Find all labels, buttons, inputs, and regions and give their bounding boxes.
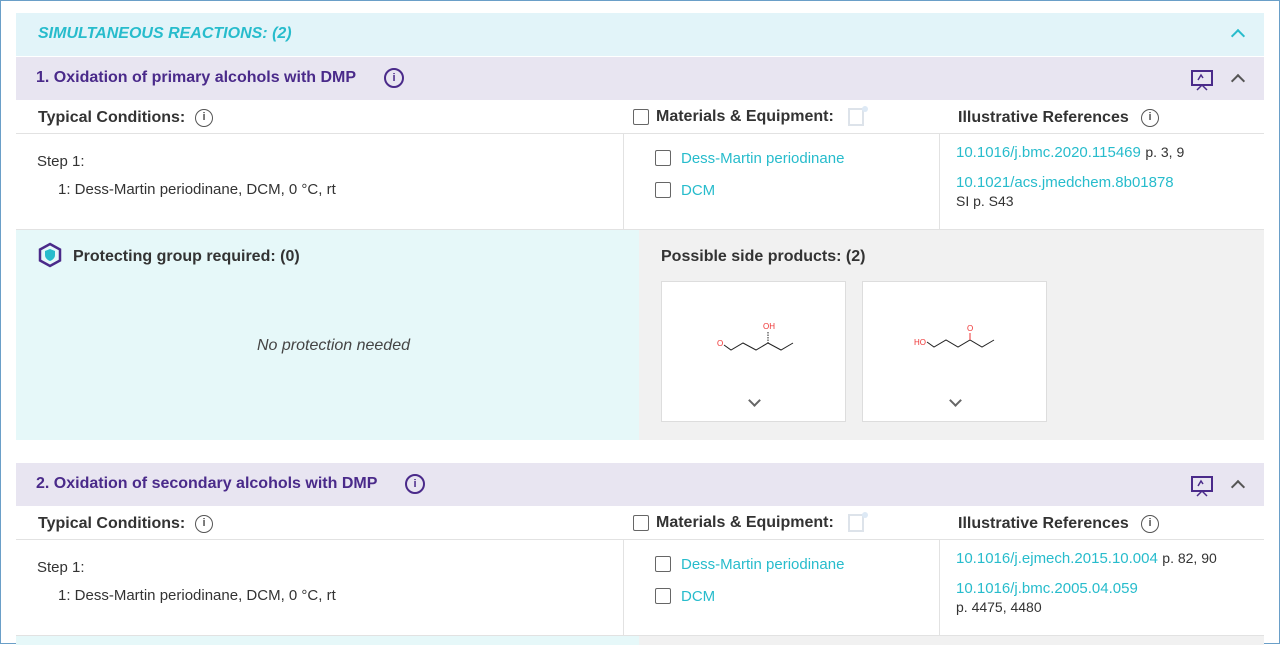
- svg-text:O: O: [717, 339, 723, 348]
- references-label: Illustrative References: [958, 109, 1129, 126]
- materials-label: Materials & Equipment:: [656, 514, 834, 531]
- divider: [623, 540, 624, 636]
- molecule-structure: O OH: [717, 322, 794, 351]
- svg-text:O: O: [967, 324, 973, 333]
- chevron-up-icon[interactable]: [1230, 73, 1246, 89]
- materials-select-all-checkbox[interactable]: [633, 515, 649, 531]
- material-link[interactable]: DCM: [681, 588, 716, 605]
- reference-pages: SI p. S43: [956, 193, 1014, 209]
- info-icon[interactable]: i: [1141, 515, 1159, 533]
- side-products-label: Possible side products: (2): [661, 248, 866, 265]
- simultaneous-reactions-header[interactable]: SIMULTANEOUS REACTIONS: (2): [16, 13, 1264, 56]
- materials-select-all-checkbox[interactable]: [633, 109, 649, 125]
- reaction-header[interactable]: 2. Oxidation of secondary alcohols with …: [16, 463, 1264, 506]
- reference-link[interactable]: 10.1016/j.bmc.2005.04.059: [956, 580, 1138, 597]
- material-link[interactable]: Dess-Martin periodinane: [681, 150, 845, 167]
- expand-chevron-icon[interactable]: [748, 394, 761, 407]
- info-icon[interactable]: i: [195, 109, 213, 127]
- protecting-group-panel: [16, 636, 639, 645]
- info-icon[interactable]: i: [195, 515, 213, 533]
- reference-link[interactable]: 10.1016/j.bmc.2020.115469: [956, 144, 1141, 161]
- material-checkbox[interactable]: [655, 556, 671, 572]
- conditions-label: Typical Conditions:: [38, 515, 186, 532]
- divider: [16, 229, 1264, 230]
- step-detail: 1: Dess-Martin periodinane, DCM, 0 °C, r…: [58, 181, 336, 198]
- info-icon[interactable]: i: [1141, 109, 1159, 127]
- expand-chevron-icon[interactable]: [949, 394, 962, 407]
- step-label: Step 1:: [37, 559, 85, 576]
- side-products-panel: Possible side products: (2) O OH HO O: [639, 230, 1264, 440]
- shield-check-icon: [38, 242, 62, 268]
- protecting-empty: No protection needed: [257, 337, 410, 354]
- chevron-up-icon[interactable]: [1230, 479, 1246, 495]
- protecting-group-panel: Protecting group required: (0) No protec…: [16, 230, 639, 440]
- divider: [16, 635, 1264, 636]
- reaction-title: 1. Oxidation of primary alcohols with DM…: [36, 69, 357, 86]
- side-product-card[interactable]: O OH: [661, 281, 846, 422]
- chevron-up-icon[interactable]: [1230, 28, 1246, 44]
- section-title: SIMULTANEOUS REACTIONS: (2): [38, 25, 292, 42]
- divider: [623, 134, 624, 230]
- reaction-header[interactable]: 1. Oxidation of primary alcohols with DM…: [16, 57, 1264, 100]
- svg-text:HO: HO: [914, 338, 926, 347]
- reference-pages: p. 82, 90: [1162, 550, 1217, 566]
- presentation-icon[interactable]: [1190, 474, 1214, 498]
- material-checkbox[interactable]: [655, 588, 671, 604]
- conditions-label: Typical Conditions:: [38, 109, 186, 126]
- divider: [939, 540, 940, 636]
- side-product-card[interactable]: HO O: [862, 281, 1047, 422]
- reaction-title: 2. Oxidation of secondary alcohols with …: [36, 475, 378, 492]
- side-products-panel: [639, 636, 1264, 645]
- reference-link[interactable]: 10.1021/acs.jmedchem.8b01878: [956, 174, 1174, 191]
- step-label: Step 1:: [37, 153, 85, 170]
- svg-text:OH: OH: [763, 322, 775, 331]
- divider: [939, 134, 940, 230]
- info-icon[interactable]: i: [384, 68, 404, 88]
- material-link[interactable]: Dess-Martin periodinane: [681, 556, 845, 573]
- divider: [16, 133, 1264, 134]
- info-icon[interactable]: i: [405, 474, 425, 494]
- protecting-label: Protecting group required: (0): [73, 248, 300, 265]
- references-label: Illustrative References: [958, 515, 1129, 532]
- material-link[interactable]: DCM: [681, 182, 716, 199]
- reference-pages: p. 3, 9: [1145, 144, 1185, 160]
- divider: [16, 539, 1264, 540]
- clipboard-icon[interactable]: [847, 511, 869, 533]
- presentation-icon[interactable]: [1190, 68, 1214, 92]
- material-checkbox[interactable]: [655, 150, 671, 166]
- molecule-structure: HO O: [914, 324, 995, 348]
- reference-link[interactable]: 10.1016/j.ejmech.2015.10.004: [956, 550, 1158, 567]
- materials-label: Materials & Equipment:: [656, 108, 834, 125]
- reference-pages: p. 4475, 4480: [956, 599, 1042, 615]
- material-checkbox[interactable]: [655, 182, 671, 198]
- clipboard-icon[interactable]: [847, 105, 869, 127]
- step-detail: 1: Dess-Martin periodinane, DCM, 0 °C, r…: [58, 587, 336, 604]
